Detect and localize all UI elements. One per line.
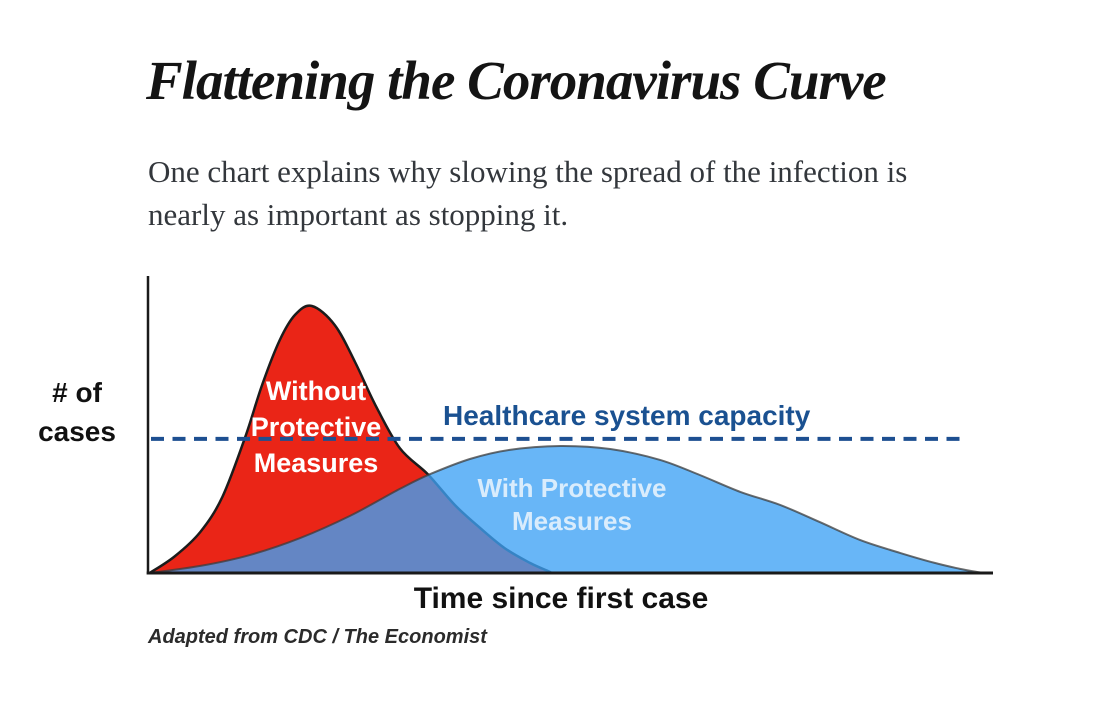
y-axis-label-line-1: # of [52,377,102,408]
red-label-line-1: Without [265,376,367,406]
attribution-text: Adapted from CDC / The Economist [148,626,487,648]
x-axis-label: Time since first case [413,582,709,615]
blue-label-line-2: Measures [512,506,632,536]
subtitle-line-2: nearly as important as stopping it. [148,197,569,232]
page-title: Flattening the Coronavirus Curve [146,50,887,111]
page-subtitle: One chart explains why slowing the sprea… [148,150,907,236]
series-label-without-protective-measures: Without Protective Measures [196,373,436,481]
red-label-line-2: Protective [250,412,382,442]
blue-label-line-1: With Protective [477,473,667,503]
red-label-line-3: Measures [253,448,379,478]
y-axis-label: # of cases [18,373,136,451]
series-label-with-protective-measures: With Protective Measures [407,472,737,538]
subtitle-line-1: One chart explains why slowing the sprea… [148,154,908,189]
healthcare-capacity-label: Healthcare system capacity [443,400,811,431]
y-axis-label-line-2: cases [38,416,116,447]
curve-with-protective-measures [148,444,987,574]
